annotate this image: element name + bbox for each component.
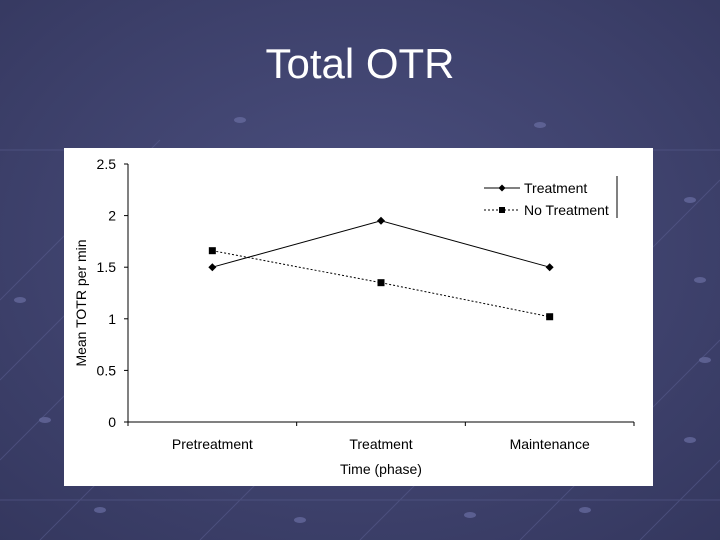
chart-panel: 0 0.5 1 1.5 2 2.5 Pretreatment Treatment Mainten… <box>64 148 653 486</box>
legend-marker-square <box>499 207 505 213</box>
y-tick-label: 0 <box>108 414 116 430</box>
series-line-no-treatment <box>212 250 550 318</box>
x-axis-label: Time (phase) <box>340 461 422 477</box>
y-tick-label: 1.5 <box>97 259 117 275</box>
y-tick-label: 2 <box>108 208 116 224</box>
x-tick-label: Treatment <box>349 436 412 452</box>
data-point-diamond <box>208 263 217 272</box>
data-point-diamond <box>545 263 554 272</box>
y-axis-label: Mean TOTR per min <box>73 239 89 366</box>
x-tick-label: Pretreatment <box>172 436 253 452</box>
legend-marker-diamond <box>498 184 506 192</box>
y-tick-label: 1 <box>108 311 116 327</box>
y-tick-label: 2.5 <box>97 156 117 172</box>
data-point-square <box>377 279 385 287</box>
data-point-square <box>208 247 216 255</box>
data-point-diamond <box>377 216 385 225</box>
data-point-square <box>546 313 554 321</box>
x-tick-label: Maintenance <box>510 436 590 452</box>
series-line-treatment <box>212 220 550 268</box>
legend-label: No Treatment <box>524 202 609 218</box>
legend-label: Treatment <box>524 180 587 196</box>
slide-title: Total OTR <box>265 40 455 87</box>
y-tick-label: 0.5 <box>97 362 117 378</box>
line-chart: 0 0.5 1 1.5 2 2.5 Pretreatment Treatment Mainten… <box>73 156 635 477</box>
